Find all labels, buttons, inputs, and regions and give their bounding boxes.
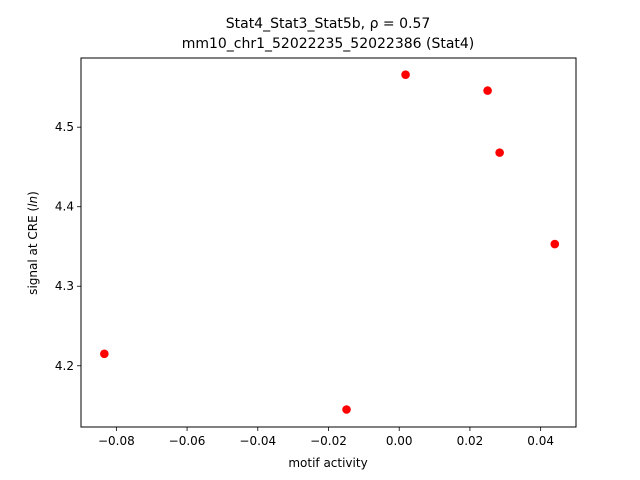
- x-tick-label-6: 0.04: [527, 434, 554, 448]
- data-point-4: [495, 148, 504, 157]
- y-tick-label-2: 4.4: [55, 200, 74, 214]
- x-tick-label-0: −0.08: [98, 434, 135, 448]
- y-tick-label-1: 4.3: [55, 279, 74, 293]
- plot-area: −0.08 −0.06 −0.04 −0.02 0.00 0.02 0.04 4.2 4.3 4.…: [55, 57, 577, 448]
- data-point-5: [550, 239, 560, 249]
- data-point-1: [342, 405, 351, 414]
- data-point-3: [483, 86, 492, 95]
- y-tick-label-3: 4.5: [55, 120, 74, 134]
- x-tick-label-4: 0.00: [386, 434, 413, 448]
- chart-title-line1: Stat4_Stat3_Stat5b, ρ = 0.57: [226, 16, 431, 32]
- x-tick-label-2: −0.04: [239, 434, 276, 448]
- data-point-2: [401, 70, 410, 80]
- y-axis-label: signal at CRE (ln): [26, 191, 40, 295]
- y-tick-label-0: 4.2: [55, 359, 74, 373]
- x-axis-label: motif activity: [288, 456, 367, 470]
- chart-title-line2: mm10_chr1_52022235_52022386 (Stat4): [182, 36, 475, 52]
- x-tick-label-5: 0.02: [457, 434, 484, 448]
- x-tick-label-1: −0.06: [169, 434, 206, 448]
- data-point-0: [100, 349, 109, 359]
- x-tick-label-3: −0.02: [310, 434, 347, 448]
